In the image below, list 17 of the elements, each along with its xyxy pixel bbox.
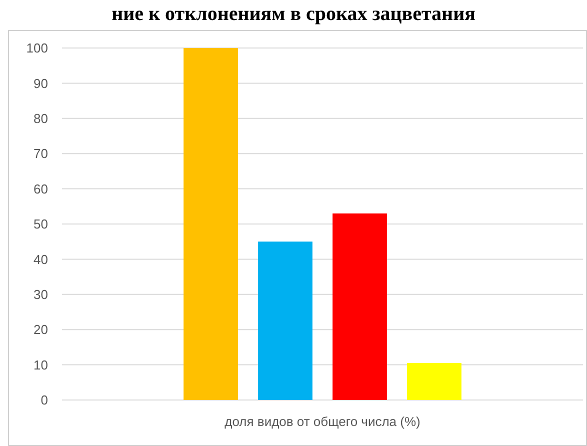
bar xyxy=(332,213,387,400)
chart-title: ние к отклонениям в сроках зацветания xyxy=(112,3,476,25)
y-tick-label: 50 xyxy=(34,216,48,232)
y-tick-label: 10 xyxy=(34,357,48,372)
bar xyxy=(184,48,238,400)
y-tick-label: 100 xyxy=(26,40,48,56)
y-tick-label: 20 xyxy=(34,322,48,338)
y-tick-label: 70 xyxy=(34,146,48,162)
y-tick-label: 30 xyxy=(34,286,48,302)
bar xyxy=(407,363,462,400)
y-tick-label: 0 xyxy=(40,392,48,408)
y-tick-label: 80 xyxy=(34,110,48,126)
bar xyxy=(258,242,312,400)
y-tick-label: 90 xyxy=(34,76,48,91)
x-tick-label: доля видов от общего числа (%) xyxy=(224,414,420,429)
y-tick-label: 40 xyxy=(34,252,48,267)
y-tick-label: 60 xyxy=(34,181,48,196)
